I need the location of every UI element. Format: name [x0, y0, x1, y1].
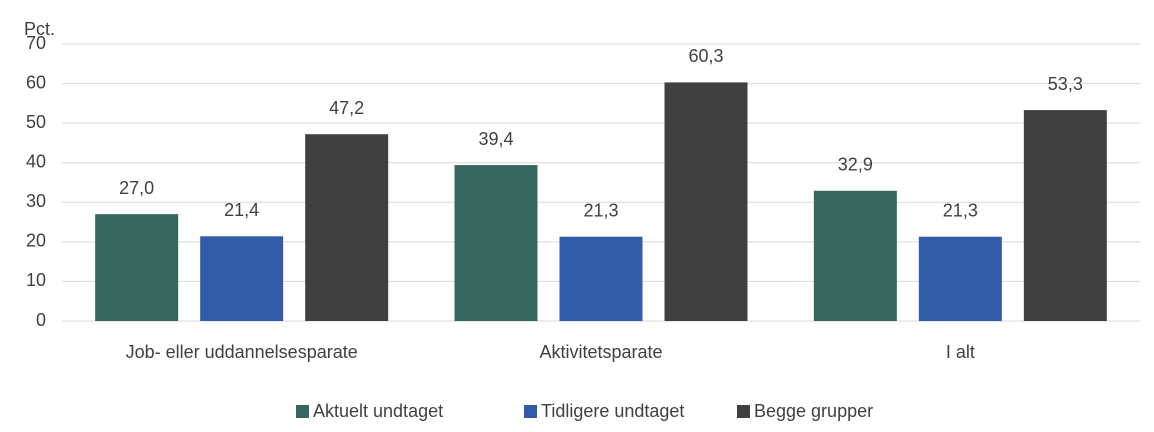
legend-swatch	[737, 405, 750, 418]
value-label: 27,0	[119, 178, 154, 198]
bar	[559, 236, 643, 321]
y-tick-label: 30	[26, 191, 46, 211]
y-tick-label: 70	[26, 33, 46, 53]
value-label: 60,3	[688, 46, 723, 66]
bar	[664, 82, 748, 322]
value-label: 21,3	[583, 200, 618, 220]
value-label: 53,3	[1048, 74, 1083, 94]
bar	[305, 134, 389, 321]
value-label: 21,4	[224, 200, 259, 220]
x-tick-label: I alt	[946, 342, 975, 362]
bar	[918, 236, 1002, 321]
legend-swatch	[524, 405, 537, 418]
y-tick-label: 10	[26, 270, 46, 290]
y-tick-label: 60	[26, 72, 46, 92]
value-label: 21,3	[943, 200, 978, 220]
value-label: 47,2	[329, 98, 364, 118]
x-tick-label: Aktivitetsparate	[539, 342, 662, 362]
bar	[1023, 110, 1107, 321]
legend-swatch	[296, 405, 309, 418]
y-tick-label: 50	[26, 112, 46, 132]
bar	[95, 214, 179, 321]
y-tick-label: 40	[26, 151, 46, 171]
y-axis-label: Pct.	[24, 19, 55, 39]
y-tick-label: 0	[36, 310, 46, 330]
y-tick-label: 20	[26, 231, 46, 251]
bar	[200, 236, 284, 321]
x-tick-label: Job- eller uddannelsesparate	[126, 342, 358, 362]
value-label: 32,9	[838, 155, 873, 175]
legend-label: Tidligere undtaget	[541, 401, 684, 421]
value-label: 39,4	[478, 129, 513, 149]
legend-label: Aktuelt undtaget	[313, 401, 443, 421]
legend-label: Begge grupper	[754, 401, 873, 421]
bar	[813, 190, 897, 321]
bar	[454, 165, 538, 321]
